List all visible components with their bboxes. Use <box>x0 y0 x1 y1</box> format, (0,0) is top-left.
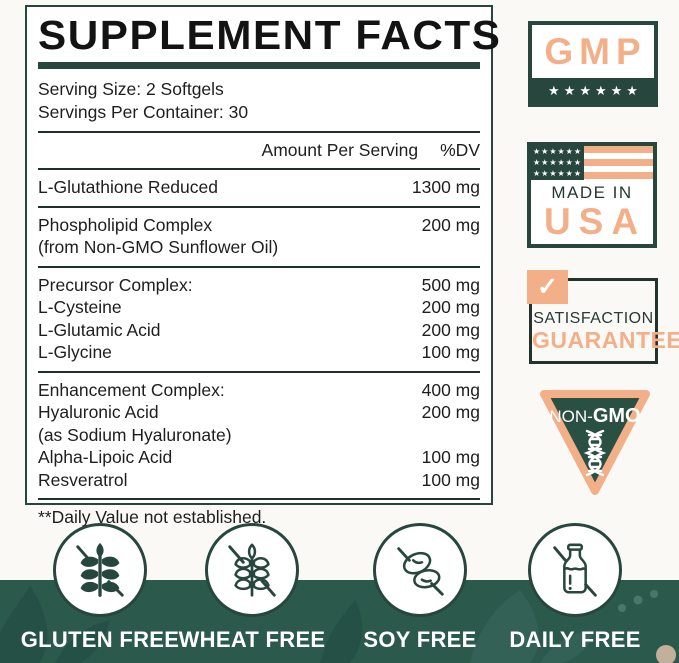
gmo-label: GMO <box>593 405 641 427</box>
table-row: L-Glycine 100 mg <box>38 341 480 364</box>
gmp-stars-row: ★★★★★★ <box>532 78 654 103</box>
ingredient-amount: 200 mg <box>421 214 480 235</box>
supplement-facts-panel: SUPPLEMENT FACTS Serving Size: 2 Softgel… <box>25 5 502 527</box>
table-row: Hyaluronic Acid 200 mg <box>38 401 480 424</box>
ingredient-amount: 200 mg <box>421 319 480 340</box>
ingredient-name: L-Glutathione Reduced <box>38 177 218 197</box>
table-row: L-Cysteine 200 mg <box>38 296 480 319</box>
serving-size: Serving Size: 2 Softgels <box>38 79 224 99</box>
band-leaf-decorations <box>0 585 676 663</box>
wheat-free-label: WHEAT FREE <box>178 627 326 652</box>
ingredient-name: (from Non-GMO Sunflower Oil) <box>38 237 279 257</box>
table-row: Alpha-Lipoic Acid 100 mg <box>38 446 480 469</box>
made-in-usa-badge: ★★★★★★ ★★★★★★ ★★★★★★ MADE IN USA <box>527 142 657 248</box>
gluten-free-label: GLUTEN FREE <box>20 627 180 652</box>
daily-value-footnote: **Daily Value not established. <box>38 507 267 527</box>
ingredient-amount: 500 mg <box>421 274 480 295</box>
satisfaction-label: SATISFACTION <box>533 310 654 327</box>
usa-label: USA <box>543 201 647 242</box>
usa-flag-icon: ★★★★★★ ★★★★★★ ★★★★★★ <box>531 146 653 180</box>
flag-canton-stars: ★★★★★★ ★★★★★★ ★★★★★★ <box>531 146 584 180</box>
svg-text:NON-GMO: NON-GMO <box>549 405 640 427</box>
ingredient-amount: 1300 mg <box>411 177 480 197</box>
columns-header: Amount Per Serving %DV <box>38 139 480 161</box>
ingredient-amount: 400 mg <box>421 379 480 400</box>
gmp-badge: GMP ★★★★★★ <box>528 21 658 107</box>
daily-free-label: DAILY FREE <box>509 627 641 652</box>
milk-bottle-crossed-icon <box>553 543 597 597</box>
divider <box>38 168 480 170</box>
ingredient-amount: 100 mg <box>421 469 480 490</box>
section-glutathione: L-Glutathione Reduced 1300 mg <box>38 176 480 199</box>
non-gmo-badge: NON-GMO <box>531 385 659 505</box>
table-row: L-Glutamic Acid 200 mg <box>38 319 480 342</box>
ingredient-name: Enhancement Complex: <box>38 379 225 400</box>
wheat-free-circle <box>205 523 299 617</box>
satisfaction-guarantee-badge: ✓ SATISFACTION GUARANTEE <box>527 270 679 364</box>
ingredient-name: L-Glycine <box>38 342 112 362</box>
title-underline-bar <box>38 62 480 69</box>
flag-stripes <box>584 146 653 180</box>
ingredient-amount: 200 mg <box>421 402 480 422</box>
table-row: L-Glutathione Reduced 1300 mg <box>38 176 480 199</box>
divider <box>38 205 480 208</box>
ingredient-name: L-Cysteine <box>38 297 122 317</box>
non-label: NON- <box>549 407 592 426</box>
wheat-crossed-icon <box>76 542 124 597</box>
section-phospholipid: Phospholipid Complex 200 mg (from Non-GM… <box>38 214 480 259</box>
divider <box>38 265 480 268</box>
ingredient-name: Precursor Complex: <box>38 274 193 295</box>
ingredient-name: Phospholipid Complex <box>38 214 213 235</box>
servings-per-container: Servings Per Container: 30 <box>38 102 249 122</box>
gluten-free-circle <box>53 523 147 617</box>
table-row: Resveratrol 100 mg <box>38 469 480 492</box>
flag-stars-row: ★★★★★★ <box>532 147 583 156</box>
table-row: (as Sodium Hyaluronate) <box>38 424 480 447</box>
table-row: Phospholipid Complex 200 mg <box>38 214 480 237</box>
table-row: Precursor Complex: 500 mg <box>38 274 480 297</box>
flag-stars-row: ★★★★★★ <box>532 158 583 167</box>
ingredient-amount: 100 mg <box>421 342 480 362</box>
ingredient-name: L-Glutamic Acid <box>38 319 161 340</box>
col-dv: %DV <box>440 140 480 160</box>
gmp-label: GMP <box>544 30 647 72</box>
table-row: (from Non-GMO Sunflower Oil) <box>38 236 480 259</box>
soy-free-circle <box>373 523 467 617</box>
ingredient-amount: 100 mg <box>421 447 480 467</box>
ingredient-name: Resveratrol <box>38 469 128 490</box>
ingredient-name: Alpha-Lipoic Acid <box>38 447 173 467</box>
section-enhancement: Enhancement Complex: 400 mg Hyaluronic A… <box>38 379 480 492</box>
soybean-crossed-icon <box>397 547 444 596</box>
ingredient-name: (as Sodium Hyaluronate) <box>38 424 232 445</box>
ingredient-amount: 200 mg <box>421 297 480 317</box>
divider <box>38 498 480 500</box>
divider <box>38 370 480 373</box>
flag-stars-row: ★★★★★★ <box>532 169 583 178</box>
guarantee-label: GUARANTEE <box>532 327 679 353</box>
non-gmo-triangle-icon: NON-GMO <box>540 390 650 495</box>
checkmark-icon: ✓ <box>527 270 568 304</box>
col-amount-per-serving: Amount Per Serving <box>261 140 419 160</box>
soy-free-label: SOY FREE <box>363 627 477 652</box>
panel-title: SUPPLEMENT FACTS <box>38 12 502 58</box>
table-row: Enhancement Complex: 400 mg <box>38 379 480 402</box>
section-precursor: Precursor Complex: 500 mg L-Cysteine 200… <box>38 274 480 364</box>
ingredient-name: Hyaluronic Acid <box>38 402 159 422</box>
divider <box>38 131 480 133</box>
daily-free-circle <box>528 523 622 617</box>
made-in-label: MADE IN <box>551 183 633 202</box>
dna-helix-icon <box>583 429 607 477</box>
wheat-outline-crossed-icon <box>228 543 276 597</box>
